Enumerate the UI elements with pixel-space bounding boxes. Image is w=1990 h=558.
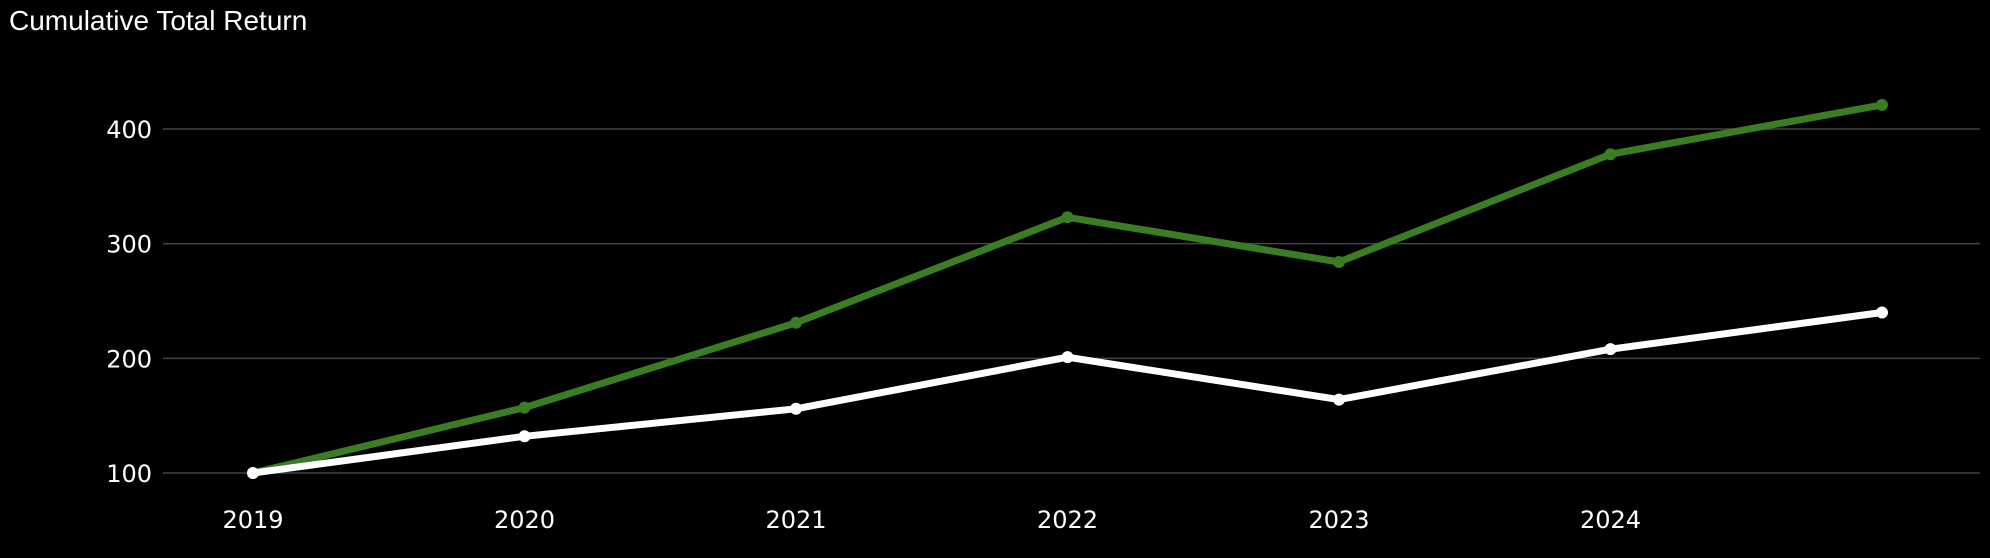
series-1-point: [790, 316, 802, 329]
series-2-point: [1333, 393, 1345, 406]
x-tick-label-2021: 2021: [765, 506, 826, 534]
x-tick-label-2020: 2020: [494, 506, 555, 534]
y-axis-ticks: 100 200 300 400: [106, 116, 152, 488]
y-tick-label-200: 200: [106, 345, 152, 373]
series-lines: [249, 101, 1886, 477]
chart-title: Cumulative Total Return: [9, 5, 308, 36]
series-2-point: [1876, 306, 1888, 319]
series-2-point: [1061, 351, 1074, 364]
x-tick-label-2024: 2024: [1580, 506, 1641, 534]
series-2-point: [247, 467, 259, 479]
series-line-2: [249, 309, 1886, 477]
series-1-point: [1876, 98, 1888, 111]
series-line-1: [249, 101, 1886, 477]
x-tick-label-2022: 2022: [1037, 506, 1098, 534]
x-tick-label-2023: 2023: [1308, 506, 1369, 534]
series-1-point: [1604, 148, 1617, 161]
y-tick-label-400: 400: [106, 116, 152, 144]
y-tick-label-300: 300: [106, 231, 152, 259]
series-2-point: [1604, 343, 1617, 356]
x-axis-ticks: 2019 2020 2021 2022 2023 2024: [222, 506, 1641, 534]
series-2-point: [790, 402, 802, 415]
x-tick-label-2019: 2019: [222, 506, 283, 534]
gridlines: [163, 128, 1980, 474]
series-1-point: [1061, 211, 1074, 224]
series-points: [247, 98, 1888, 479]
y-tick-label-100: 100: [106, 460, 152, 488]
series-2-point: [518, 430, 531, 443]
series-1-point: [1333, 256, 1345, 269]
series-1-point: [518, 401, 531, 414]
